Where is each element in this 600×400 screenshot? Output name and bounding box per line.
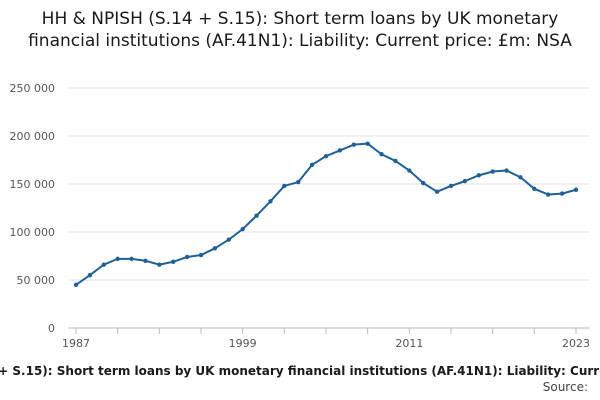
data-point[interactable] bbox=[240, 226, 245, 232]
y-tick-label: 250 000 bbox=[10, 82, 56, 95]
series-group bbox=[73, 141, 579, 287]
x-tick-label: 2011 bbox=[395, 337, 423, 350]
data-point[interactable] bbox=[129, 256, 134, 262]
data-point[interactable] bbox=[282, 183, 287, 189]
data-point[interactable] bbox=[87, 273, 93, 278]
data-point[interactable] bbox=[379, 152, 384, 157]
data-point[interactable] bbox=[323, 153, 329, 159]
grid bbox=[68, 87, 590, 281]
y-axis: 0 50 000 100 000 150 000 200 000 250 000 bbox=[10, 82, 56, 335]
data-point[interactable] bbox=[115, 256, 120, 262]
y-tick-label: 150 000 bbox=[10, 178, 56, 191]
data-point[interactable] bbox=[504, 168, 509, 173]
data-point[interactable] bbox=[407, 168, 412, 173]
data-point[interactable] bbox=[296, 179, 301, 185]
data-point[interactable] bbox=[532, 186, 537, 191]
data-point[interactable] bbox=[490, 169, 495, 174]
data-point[interactable] bbox=[198, 252, 204, 258]
data-point[interactable] bbox=[351, 142, 356, 147]
data-point[interactable] bbox=[476, 173, 481, 178]
chart-title: HH & NPISH (S.14 + S.15): Short term loa… bbox=[28, 9, 572, 51]
data-point[interactable] bbox=[212, 246, 218, 251]
data-point[interactable] bbox=[101, 262, 106, 267]
y-tick-label: 200 000 bbox=[10, 130, 56, 143]
footer-source: Source: bbox=[542, 380, 588, 394]
data-point[interactable] bbox=[393, 158, 398, 164]
data-point[interactable] bbox=[73, 282, 79, 287]
data-point[interactable] bbox=[309, 162, 315, 167]
x-tick-label: 2023 bbox=[562, 337, 590, 350]
footer-title: HH & NPISH (S.14 + S.15): Short term loa… bbox=[0, 364, 600, 378]
data-point[interactable] bbox=[184, 254, 190, 260]
data-point[interactable] bbox=[434, 189, 440, 194]
y-tick-label: 100 000 bbox=[10, 226, 56, 239]
data-point[interactable] bbox=[448, 183, 454, 189]
x-tick-label: 1987 bbox=[62, 337, 90, 350]
data-point[interactable] bbox=[559, 191, 565, 196]
y-tick-label: 50 000 bbox=[17, 274, 56, 287]
y-tick-label: 0 bbox=[48, 322, 55, 335]
data-point[interactable] bbox=[546, 192, 551, 197]
data-point[interactable] bbox=[518, 175, 523, 180]
data-point[interactable] bbox=[365, 141, 370, 146]
data-point[interactable] bbox=[421, 180, 426, 186]
data-point[interactable] bbox=[254, 213, 259, 218]
data-point[interactable] bbox=[157, 262, 162, 267]
data-point[interactable] bbox=[226, 237, 231, 242]
data-point[interactable] bbox=[143, 258, 148, 263]
series-line bbox=[75, 142, 577, 286]
data-point[interactable] bbox=[337, 148, 343, 153]
x-axis: 1987 1999 2011 2023 bbox=[62, 327, 590, 350]
x-tick-label: 1999 bbox=[229, 337, 257, 350]
data-point[interactable] bbox=[573, 187, 579, 192]
data-point[interactable] bbox=[268, 199, 273, 204]
data-point[interactable] bbox=[462, 178, 468, 184]
data-point[interactable] bbox=[171, 259, 176, 264]
